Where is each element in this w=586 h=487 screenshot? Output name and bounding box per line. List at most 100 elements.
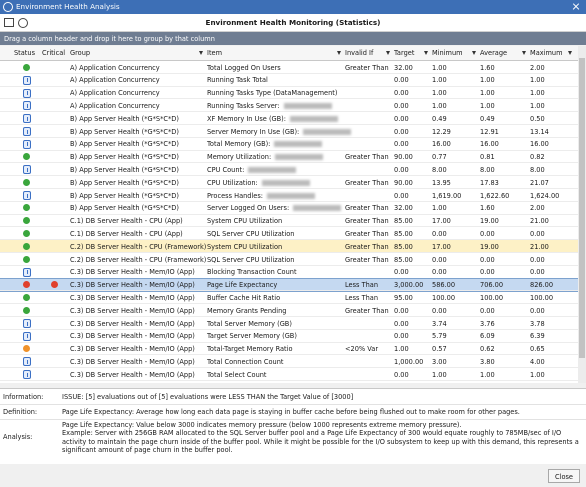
- cell-target: 0.00: [394, 166, 409, 174]
- status-icon: [23, 293, 30, 301]
- cell-group: C.3) DB Server Health - Mem/IO (App): [70, 332, 195, 340]
- cell-target: 0.00: [394, 128, 409, 136]
- cell-text: 1.00: [432, 101, 447, 110]
- cell-minimum: 0.77: [432, 153, 447, 161]
- cell-target: 90.00: [394, 153, 413, 161]
- cell-average: 0.62: [480, 345, 495, 353]
- cell-text: 0.81: [480, 153, 495, 162]
- cell-text: 0.57: [432, 345, 447, 354]
- filter-icon[interactable]: [472, 51, 476, 55]
- grid-row[interactable]: A) Application Concurrency Running Tasks …: [0, 87, 578, 100]
- analysis-label: Analysis:: [3, 433, 33, 441]
- cell-group: A) Application Concurrency: [70, 102, 160, 110]
- status-icon: [23, 229, 30, 237]
- grid-row[interactable]: C.3) DB Server Health - Mem/IO (App) Tota…: [0, 368, 578, 381]
- toolbar-button[interactable]: [4, 18, 14, 27]
- redacted-text: [293, 205, 342, 212]
- cell-target: 0.00: [394, 332, 409, 340]
- grid-row[interactable]: C.1) DB Server Health - CPU (App) SQL Ser…: [0, 227, 578, 241]
- cell-minimum: 1.00: [432, 371, 447, 379]
- cell-item: Total Connection Count: [207, 358, 283, 366]
- cell-invalid-if: Greater Than: [345, 256, 389, 264]
- filter-icon[interactable]: [424, 51, 428, 55]
- toolbar-button[interactable]: [18, 18, 28, 28]
- cell-invalid-if: Greater Than: [345, 204, 389, 212]
- grid-row[interactable]: B) App Server Health (*G*S*C*D) Server Me…: [0, 125, 578, 138]
- grid-row[interactable]: C.3) DB Server Health - Mem/IO (App) Tota…: [0, 317, 578, 330]
- cell-invalid-if: Less Than: [345, 281, 378, 289]
- status-icon: [23, 63, 30, 71]
- status-icon: [23, 191, 31, 200]
- grid-row[interactable]: C.3) DB Server Health - Mem/IO (App) Bloc…: [0, 266, 578, 279]
- status-icon: [23, 370, 31, 380]
- cell-text: 0.00: [394, 101, 409, 110]
- grid-row[interactable]: C.2) DB Server Health - CPU (Framework) S…: [0, 240, 578, 253]
- grid-row[interactable]: C.1) DB Server Health - CPU (App) System …: [0, 215, 578, 228]
- cell-invalid-if: Greater Than: [345, 307, 389, 315]
- grid-row[interactable]: B) App Server Health (*G*S*C*D) CPU Count…: [0, 163, 578, 177]
- cell-average: 1.60: [480, 204, 495, 212]
- status-icon: [23, 75, 31, 85]
- grid-row[interactable]: B) App Server Health (*G*S*C*D) Server Lo…: [0, 202, 578, 215]
- grid-row[interactable]: B) App Server Health (*G*S*C*D) XF Memory…: [0, 112, 578, 125]
- column-header-cell[interactable]: Target: [394, 49, 415, 57]
- filter-icon[interactable]: [337, 51, 341, 55]
- grid-row[interactable]: A) Application Concurrency Running Task T…: [0, 74, 578, 87]
- filter-icon[interactable]: [386, 51, 390, 55]
- group-panel[interactable]: Drag a column header and drop it here to…: [0, 32, 586, 45]
- filter-icon[interactable]: [568, 51, 572, 55]
- close-button[interactable]: Close: [548, 469, 580, 483]
- column-header-cell[interactable]: Maximum: [530, 49, 563, 57]
- grid-row[interactable]: C.3) DB Server Health - Mem/IO (App) Tota…: [0, 343, 578, 356]
- cell-average: 6.09: [480, 332, 495, 340]
- cell-text: 0.00: [432, 268, 447, 277]
- cell-maximum: 21.07: [530, 179, 549, 187]
- cell-text: 0.00: [394, 114, 409, 123]
- cell-minimum: 1.00: [432, 204, 447, 212]
- cell-text: Server Logged On Users:: [207, 204, 290, 213]
- column-header-cell[interactable]: Status: [14, 49, 36, 57]
- scrollbar[interactable]: [578, 46, 586, 383]
- cell-text: 586.00: [432, 281, 456, 290]
- grid-row[interactable]: B) App Server Health (*G*S*C*D) Memory Ut…: [0, 151, 578, 164]
- cell-text: Less Than: [345, 293, 379, 302]
- column-header-cell[interactable]: Critical: [42, 49, 66, 57]
- cell-text: Greater Than: [345, 229, 389, 238]
- grid-row[interactable]: C.3) DB Server Health - Mem/IO (App) Targ…: [0, 330, 578, 343]
- column-header-cell[interactable]: Minimum: [432, 49, 463, 57]
- cell-text: 706.00: [480, 281, 504, 290]
- cell-text: Greater Than: [345, 204, 389, 213]
- cell-text: 1,000.00: [394, 357, 424, 366]
- cell-item: Server Logged On Users:: [207, 204, 342, 213]
- cell-maximum: 13.14: [530, 128, 549, 136]
- filter-icon[interactable]: [199, 51, 203, 55]
- cell-text: Less Than: [345, 281, 379, 290]
- grid-row[interactable]: C.3) DB Server Health - Mem/IO (App) Page…: [0, 277, 578, 293]
- grid-row[interactable]: C.3) DB Server Health - Mem/IO (App) Buff…: [0, 291, 578, 305]
- grid-row[interactable]: C.3) DB Server Health - Mem/IO (App) Tota…: [0, 355, 578, 369]
- scroll-thumb[interactable]: [579, 58, 585, 358]
- cell-text: 1.60: [480, 63, 495, 72]
- cell-text: B) App Server Health (*G*S*C*D): [70, 114, 179, 123]
- filter-icon[interactable]: [522, 51, 526, 55]
- column-header-cell[interactable]: Invalid If: [345, 49, 374, 57]
- cell-group: C.3) DB Server Health - Mem/IO (App): [70, 345, 195, 353]
- grid-row[interactable]: C.3) DB Server Health - Mem/IO (App) Memo…: [0, 304, 578, 317]
- cell-text: 3.74: [432, 319, 447, 328]
- column-header-cell[interactable]: Group: [70, 49, 91, 57]
- grid-row[interactable]: B) App Server Health (*G*S*C*D) Process H…: [0, 189, 578, 202]
- grid-row[interactable]: C.2) DB Server Health - CPU (Framework) S…: [0, 253, 578, 266]
- grid-row[interactable]: B) App Server Health (*G*S*C*D) CPU Utili…: [0, 176, 578, 189]
- cell-text: 0.00: [394, 306, 409, 315]
- grid-row[interactable]: A) Application Concurrency Total Logged O…: [0, 61, 578, 74]
- cell-group: B) App Server Health (*G*S*C*D): [70, 140, 179, 148]
- cell-average: 0.00: [480, 307, 495, 315]
- cell-text: C.1) DB Server Health - CPU (App): [70, 217, 183, 226]
- cell-text: A) Application Concurrency: [70, 76, 160, 85]
- status-icon: [23, 153, 30, 161]
- grid-row[interactable]: A) Application Concurrency Running Tasks …: [0, 99, 578, 113]
- column-header-cell[interactable]: Item: [207, 49, 223, 57]
- column-header-cell[interactable]: Average: [480, 49, 508, 57]
- cell-text: 0.00: [530, 268, 545, 277]
- grid-row[interactable]: B) App Server Health (*G*S*C*D) Total Mem…: [0, 138, 578, 151]
